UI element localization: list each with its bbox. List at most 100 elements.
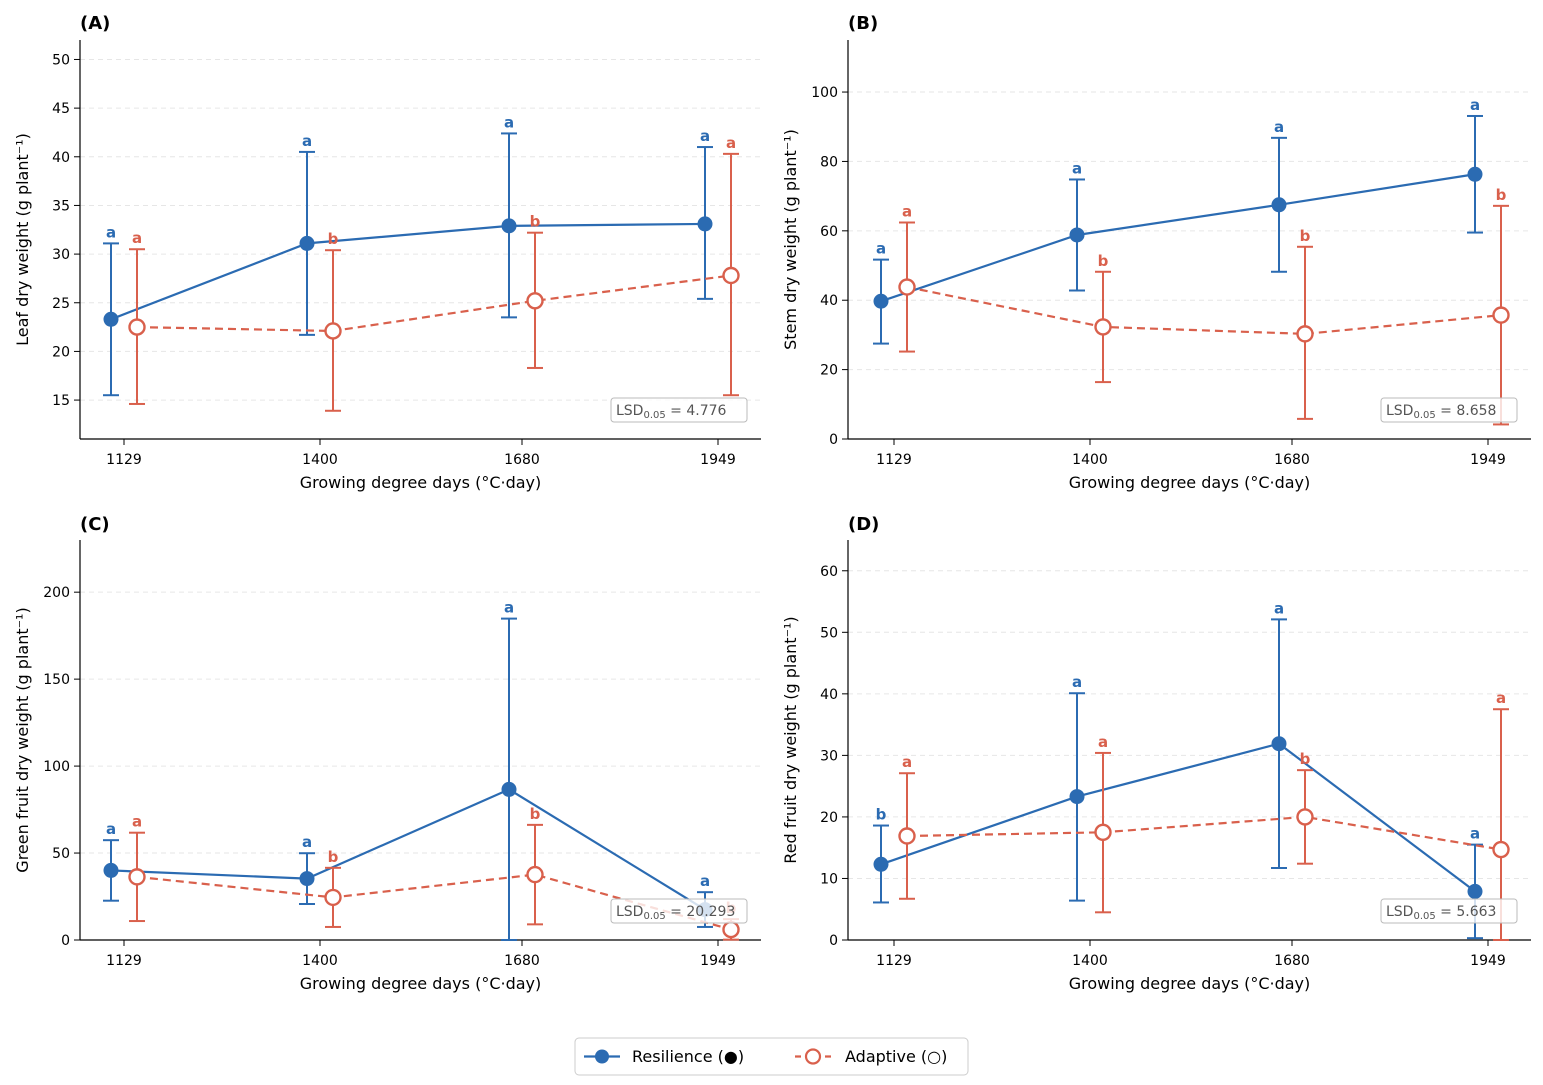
data-point-adaptive <box>1492 840 1510 859</box>
series-adaptive: a a b a <box>898 689 1510 941</box>
y-tick-label: 20 <box>820 810 838 826</box>
panel-2: 0 50 100 150 200 1129 1400 1680 1949 Growing degr… <box>13 514 761 993</box>
data-point-resilience <box>103 862 119 878</box>
series-line-resilience <box>880 742 1476 893</box>
data-point-adaptive <box>1296 325 1314 343</box>
series-line-adaptive <box>136 873 732 931</box>
y-tick-label: 50 <box>52 846 70 862</box>
significance-letter-adaptive: b <box>530 213 541 231</box>
x-tick-label: 1129 <box>106 953 142 969</box>
data-point-resilience <box>1069 789 1085 805</box>
data-point-adaptive <box>128 318 146 336</box>
y-axis-label: Stem dry weight (g plant⁻¹) <box>781 129 800 350</box>
y-tick-label: 0 <box>61 933 70 949</box>
x-tick-label: 1400 <box>302 953 338 969</box>
x-tick-label: 1400 <box>1072 452 1108 468</box>
data-point-adaptive <box>526 865 544 884</box>
lsd-value: 8.658 <box>1456 403 1496 419</box>
series-line-adaptive <box>906 285 1502 335</box>
series-line-resilience <box>110 222 706 321</box>
lsd-value: 20.293 <box>686 904 735 920</box>
legend-label-adaptive: Adaptive (○) <box>845 1047 947 1066</box>
significance-letter-adaptive: a <box>726 134 736 152</box>
x-tick-label: 1680 <box>1274 953 1310 969</box>
panel-label: (D) <box>848 514 879 535</box>
significance-letter-resilience: a <box>876 240 886 258</box>
significance-letter-resilience: a <box>700 127 710 145</box>
data-point-adaptive <box>128 868 146 886</box>
y-tick-label: 0 <box>829 432 838 448</box>
significance-letter-resilience: a <box>1072 159 1082 177</box>
y-tick-label: 60 <box>820 564 838 580</box>
x-tick-label: 1949 <box>1470 953 1506 969</box>
lsd-annotation: LSD0.05 = 20.293 <box>616 904 735 922</box>
series-adaptive: a b b a <box>128 134 740 412</box>
y-tick-label: 30 <box>52 247 70 263</box>
series-adaptive: a b b b <box>898 186 1510 426</box>
lsd-box <box>1380 397 1518 423</box>
panel-0: 15 20 25 30 35 40 45 50 1129 1400 1680 1949 Growing … <box>13 13 761 492</box>
significance-letter-adaptive: a <box>132 229 142 247</box>
significance-letter-adaptive: b <box>1098 252 1109 270</box>
significance-letter-resilience: a <box>1274 599 1284 617</box>
lsd-value: 5.663 <box>1456 904 1496 920</box>
significance-letter-resilience: a <box>106 223 116 241</box>
significance-letter-resilience: a <box>504 599 514 617</box>
series-line-adaptive <box>906 815 1502 851</box>
x-tick-label: 1680 <box>1274 452 1310 468</box>
x-tick-label: 1949 <box>1470 452 1506 468</box>
y-tick-label: 150 <box>43 672 70 688</box>
data-point-resilience <box>873 856 889 872</box>
series-line-resilience <box>880 173 1476 303</box>
significance-letter-resilience: a <box>302 132 312 150</box>
data-point-adaptive <box>898 278 916 296</box>
lsd-value: 4.776 <box>686 403 726 419</box>
data-point-resilience <box>1467 883 1483 899</box>
series-resilience: b a a a <box>873 599 1483 940</box>
data-point-resilience <box>1271 736 1287 752</box>
significance-letter-resilience: a <box>1470 825 1480 843</box>
series-line-adaptive <box>136 274 732 333</box>
y-axis-label: Green fruit dry weight (g plant⁻¹) <box>13 607 32 872</box>
data-point-resilience <box>299 235 315 251</box>
significance-letter-adaptive: a <box>132 813 142 831</box>
x-tick-label: 1680 <box>504 452 540 468</box>
y-axis-label: Red fruit dry weight (g plant⁻¹) <box>781 616 800 863</box>
legend-item-adaptive: Adaptive (○) <box>795 1047 947 1066</box>
data-point-adaptive <box>324 322 342 340</box>
data-point-adaptive <box>1492 306 1510 324</box>
data-point-adaptive <box>526 292 544 310</box>
data-point-adaptive <box>1296 808 1314 826</box>
y-tick-label: 40 <box>820 687 838 703</box>
panel-1: 0 20 40 60 80 100 1129 1400 1680 1949 Growing degr… <box>781 13 1531 492</box>
data-point-resilience <box>1271 197 1287 213</box>
x-axis-label: Growing degree days (°C·day) <box>1069 974 1311 993</box>
significance-letter-adaptive: a <box>902 202 912 220</box>
series-line-resilience <box>110 788 706 911</box>
legend-marker-adaptive <box>804 1048 822 1065</box>
y-axis-label: Leaf dry weight (g plant⁻¹) <box>13 133 32 346</box>
y-tick-label: 45 <box>52 101 70 117</box>
significance-letter-adaptive: b <box>328 848 339 866</box>
x-tick-label: 1129 <box>876 953 912 969</box>
y-tick-label: 20 <box>820 363 838 379</box>
panel-label: (A) <box>80 13 110 34</box>
legend: Resilience (●) Adaptive (○) <box>574 1037 969 1076</box>
legend-frame <box>574 1037 969 1076</box>
panel-3: 0 10 20 30 40 50 60 1129 1400 1680 1949 Growing deg… <box>781 514 1531 993</box>
y-tick-label: 200 <box>43 585 70 601</box>
significance-letter-resilience: a <box>700 872 710 890</box>
x-axis-label: Growing degree days (°C·day) <box>300 473 542 492</box>
significance-letter-resilience: a <box>504 113 514 131</box>
significance-letter-resilience: a <box>302 833 312 851</box>
legend-item-resilience: Resilience (●) <box>584 1047 744 1066</box>
y-tick-label: 80 <box>820 154 838 170</box>
data-point-adaptive <box>722 920 740 939</box>
panels: 15 20 25 30 35 40 45 50 1129 1400 1680 1949 Growing … <box>13 13 1531 993</box>
x-tick-label: 1949 <box>700 452 736 468</box>
significance-letter-adaptive: b <box>530 805 541 823</box>
significance-letter-adaptive: b <box>1300 750 1311 768</box>
lsd-annotation: LSD0.05 = 4.776 <box>616 403 727 421</box>
